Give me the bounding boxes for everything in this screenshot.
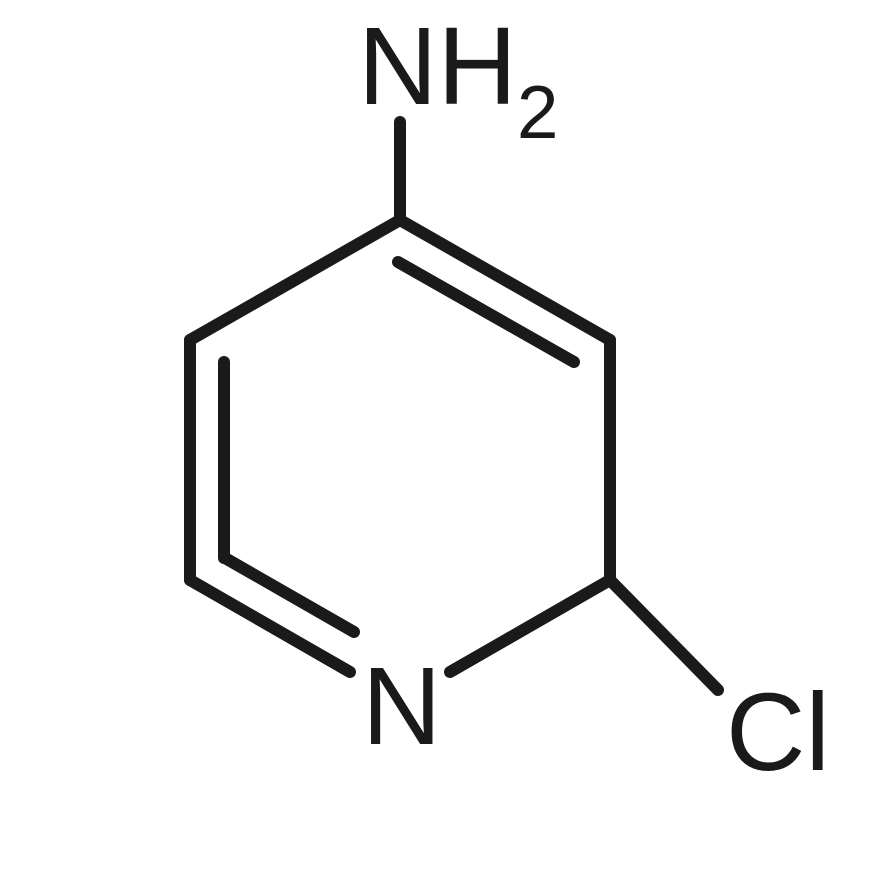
bond-c5-n [450,580,610,672]
atom-n-ring: N [362,652,441,762]
bond-c5-cl [610,580,718,690]
atom-cl: Cl [726,678,830,788]
atom-nh2: NH2 [358,12,559,139]
atom-cl-main: Cl [726,671,830,794]
bond-c1-c2 [190,220,400,340]
bond-c3-n-inner [225,558,354,632]
atom-nh2-main: NH [358,5,517,128]
atom-nh2-sub: 2 [517,70,559,154]
atom-n-main: N [362,645,441,768]
bond-c3-n-outer [190,580,350,672]
bond-c1-c6-inner [398,262,574,362]
